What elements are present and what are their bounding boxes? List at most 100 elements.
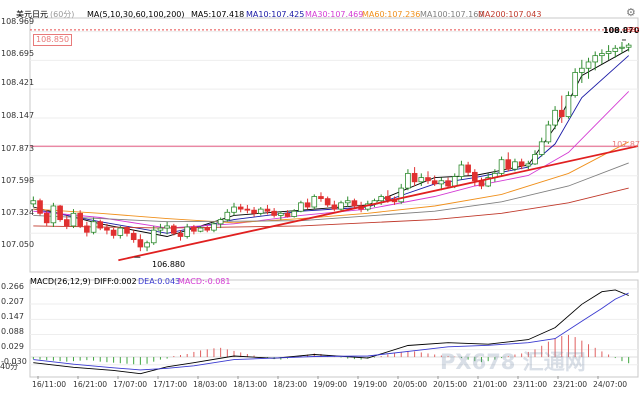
macd-dea-line [33, 292, 629, 371]
time-tick: 18/23:00 [273, 380, 308, 389]
candle-up [338, 202, 344, 210]
candle-up [572, 72, 578, 96]
candle-down [191, 226, 197, 232]
candle-down [331, 204, 338, 210]
candle-up [278, 212, 284, 216]
price-tick: 107.598 [1, 176, 35, 185]
settings-icon[interactable]: ⚙ [626, 6, 636, 19]
ma200-value: MA200:107.043 [478, 10, 542, 19]
time-tick: 24/07:00 [593, 380, 628, 389]
macd-dea-value: DEA:0.043 [138, 277, 181, 286]
macd-tick: 0.207 [1, 297, 24, 306]
candle-up [438, 180, 445, 185]
candle-up [525, 163, 532, 167]
candle-up [90, 221, 97, 233]
candle-down [137, 239, 144, 248]
ma60-value: MA60:107.236 [362, 10, 421, 19]
candle-up [231, 206, 237, 213]
price-tick: 108.969 [1, 17, 35, 26]
period-label: (60分) [50, 10, 75, 19]
candle-up [157, 227, 164, 231]
time-tick: 17/07:00 [113, 380, 148, 389]
candle-down [505, 159, 512, 170]
ma5-value: MA5:107.418 [191, 10, 245, 19]
candle-down [177, 232, 184, 237]
ma30-value: MA30:107.469 [305, 10, 364, 19]
time-tick: 19/09:00 [313, 380, 348, 389]
watermark-logo: PX678 汇通网 [440, 350, 586, 374]
macd-diff-value: DIFF:0.002 [94, 277, 137, 286]
candle-down [324, 198, 331, 206]
candle-down [385, 196, 391, 201]
candle-down [104, 227, 110, 231]
candle-up [451, 176, 458, 187]
price-tick: 107.050 [1, 240, 35, 249]
time-tick: 20/05:00 [393, 380, 428, 389]
candle-down [171, 225, 177, 234]
candle-up [70, 212, 77, 227]
price-tick: 107.873 [1, 144, 35, 153]
candle-down [110, 229, 117, 236]
time-tick: 23/11:00 [513, 380, 548, 389]
macd-tick: 0.147 [1, 312, 24, 321]
low-label: 106.880 [152, 260, 186, 269]
candle-up [224, 211, 231, 221]
candle-down [130, 232, 137, 241]
candle-up [458, 164, 465, 177]
candle-up [625, 44, 632, 48]
candle-up [512, 161, 518, 170]
candle-up [311, 196, 318, 208]
macd-tick: -0.030 [1, 357, 27, 366]
candle-up [532, 154, 538, 165]
candle-up [117, 227, 124, 236]
candle-up [405, 172, 411, 189]
candle-down [472, 171, 478, 182]
macd-value: MACD:-0.081 [178, 277, 231, 286]
candle-up [579, 67, 585, 73]
candle-down [271, 210, 277, 216]
candle-up [344, 200, 351, 204]
candle-up [612, 47, 619, 52]
candle-up [599, 53, 605, 57]
candle-down [411, 172, 418, 183]
candle-down [77, 212, 83, 227]
candle-down [465, 164, 471, 173]
candle-down [57, 205, 63, 221]
price-pane-frame [29, 17, 639, 273]
price-tick: 108.421 [1, 78, 35, 87]
right-top-label: -882 [624, 26, 640, 34]
symbol-label: 美元日元 [16, 10, 48, 19]
candle-down [84, 225, 90, 233]
candle-up [184, 226, 190, 237]
high-label: 108.870 [603, 26, 640, 35]
price-tick: 108.695 [1, 49, 35, 58]
candle-up [257, 208, 264, 214]
ma10-value: MA10:107.425 [246, 10, 305, 19]
candle-up [144, 242, 150, 248]
candle-down [431, 180, 438, 185]
time-tick: 21/01:00 [473, 380, 508, 389]
candle-down [124, 227, 130, 234]
time-tick: 23/21:00 [553, 380, 588, 389]
candle-up [585, 61, 592, 69]
candle-up [565, 95, 572, 118]
candle-up [398, 187, 405, 203]
candle-up [291, 210, 298, 217]
candle-down [318, 196, 324, 200]
candle-down [351, 200, 358, 207]
ma-line-ma60 [33, 141, 629, 224]
candle-down [284, 212, 291, 217]
candle-up [378, 196, 384, 202]
candle-down [237, 206, 244, 210]
candle-up [197, 227, 204, 232]
candle-down [43, 212, 50, 224]
candle-up [545, 124, 552, 143]
candle-down [445, 180, 451, 187]
price-tick: 108.147 [1, 111, 35, 120]
macd-pane-frame [29, 279, 639, 378]
candle-up [418, 177, 425, 183]
candle-down [558, 109, 565, 118]
time-tick: 17/17:00 [153, 380, 188, 389]
macd-tick: 0.088 [1, 327, 24, 336]
